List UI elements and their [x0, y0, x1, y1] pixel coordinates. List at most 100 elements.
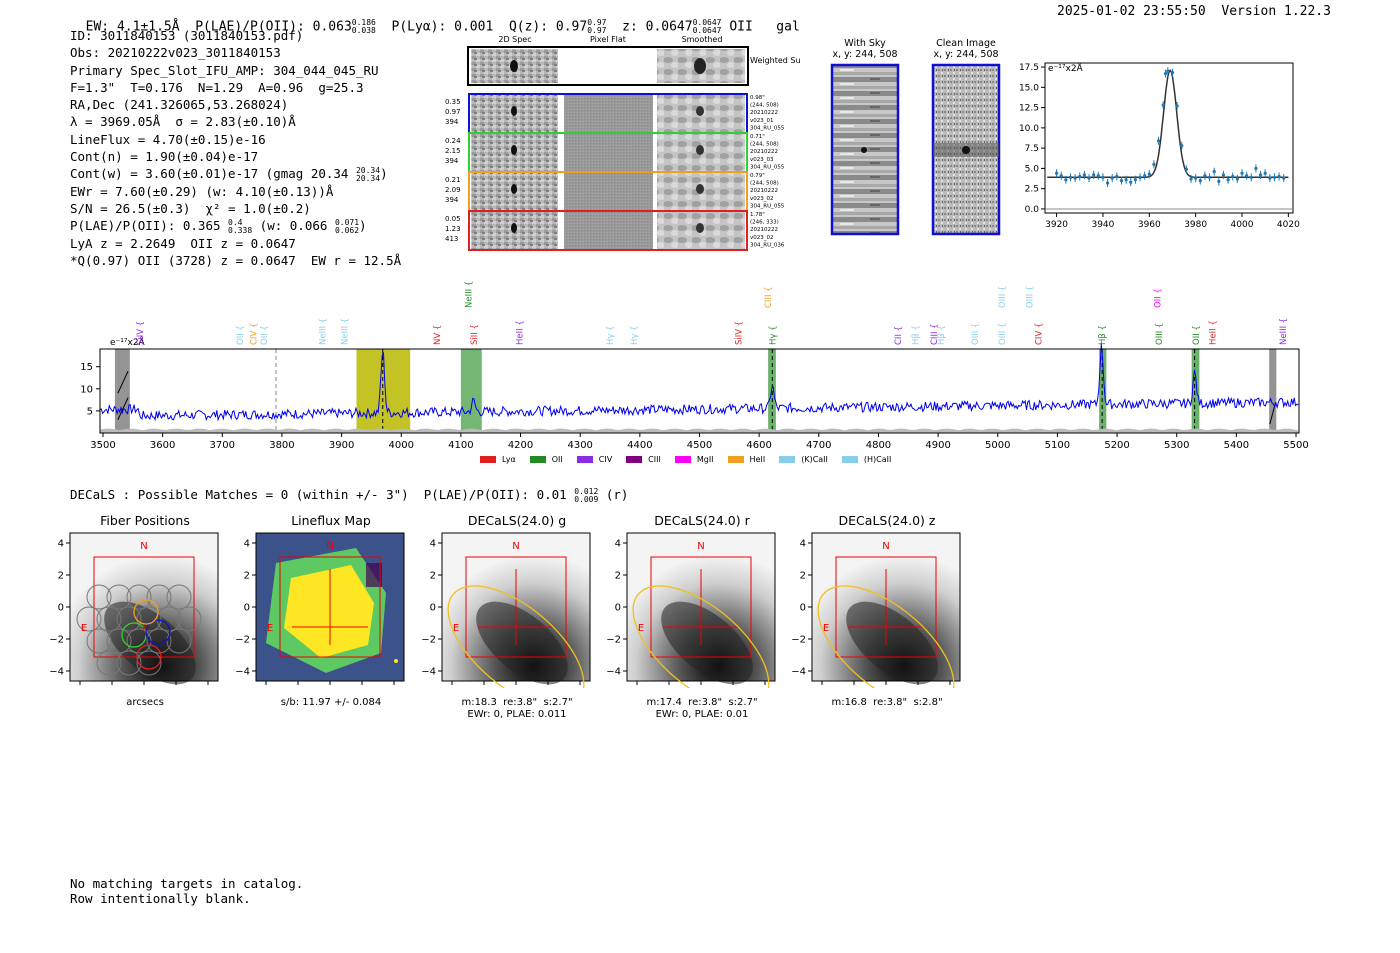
plae-w-end: )	[359, 218, 367, 234]
spectrum-line-label-14: Hγ {	[768, 325, 778, 345]
fiber-circle-7	[116, 606, 142, 632]
linefit-point	[1198, 178, 1202, 183]
info-id: ID: 3011840153 (3011840153.pdf)	[70, 28, 304, 43]
decals-panel-title-4: DECaLS(24.0) z	[838, 513, 936, 528]
col-pixel-flat: Pixel Flat	[590, 35, 626, 44]
linefit-point	[1152, 162, 1156, 166]
legend-item-0: Lyα	[480, 455, 516, 464]
north-label: N	[697, 541, 704, 552]
linefit-point	[1282, 176, 1286, 180]
spectrum-ytick-label: 10	[80, 384, 93, 395]
qz-lo: 0.97	[587, 26, 607, 35]
spectrum-band-5	[1191, 349, 1200, 433]
spectrum-noise-floor	[100, 428, 1299, 433]
spectrum-line-label-5: NeIII {	[341, 318, 351, 345]
legend-swatch	[727, 456, 744, 463]
spectrum-xtick-label: 4400	[627, 440, 652, 451]
cutout-left-label-2-1: 2.09	[445, 186, 461, 194]
spectrum-line-label-12: SiIV {	[734, 321, 744, 345]
cutout-flat-1	[564, 134, 653, 171]
clean-image-xy: x, y: 244, 508	[933, 49, 999, 60]
spectrum-axes: 3500 3600 3700 3800 3900 4000 4100 4200 4300 4400…	[80, 362, 1308, 451]
linefit-point	[1226, 178, 1230, 182]
linefit-point	[1092, 173, 1096, 177]
ytick-label: −2	[421, 635, 436, 646]
decals-panel-1: NE−4−4−2−2002244	[235, 532, 405, 685]
east-label: E	[267, 623, 273, 634]
linefit-point	[1068, 175, 1073, 179]
linefit-point	[1096, 174, 1100, 178]
header-summary: EW: 4.1±1.5Å P(LAE)/P(OII): 0.0630.186 0.…	[70, 4, 800, 35]
qz-value: Q(z): 0.97	[508, 19, 588, 35]
fiber-circle-15	[166, 628, 192, 654]
info-lya: LyA z = 2.2649 OII z = 0.0647	[70, 235, 296, 251]
spectrum-band-4	[1099, 349, 1107, 433]
linefit-point	[1129, 180, 1133, 184]
legend-swatch	[674, 456, 691, 463]
fiber-circle-16	[96, 650, 122, 676]
legend-item-7: (H)CaII	[841, 455, 891, 464]
linefit-point	[1059, 174, 1063, 178]
fiber-circle-11	[86, 628, 112, 654]
linefit-point	[1194, 176, 1198, 180]
linefit-ytick-label: 0.0	[1025, 205, 1040, 215]
cutout-flat-3	[564, 212, 653, 249]
spectrum-line-label-28: HeII {	[1209, 320, 1219, 345]
decals-title-text: DECaLS : Possible Matches = 0 (within +/…	[70, 487, 567, 502]
clean-image-source	[962, 146, 970, 154]
cutout-left-label-3-0: 0.05	[445, 215, 461, 223]
fiber-circle-0	[86, 584, 112, 610]
lineflux-spot	[394, 659, 398, 663]
fiber-circle-17	[116, 650, 142, 676]
linefit-point	[1170, 71, 1175, 75]
spectrum-line-label-24: Hβ {	[1098, 325, 1108, 345]
ytick-label: 0	[58, 603, 64, 614]
decals-panel-4: NE−4−4−2−2002244	[791, 532, 961, 688]
footer-notes: No matching targets in catalog. Row inte…	[70, 876, 303, 906]
ytick-label: 2	[430, 571, 436, 582]
linefit-point	[1163, 71, 1168, 76]
cutout-right-label-2-2: 20210222	[750, 188, 778, 194]
linefit-point	[1082, 173, 1087, 177]
linefit-point	[1207, 175, 1212, 179]
decals-band: (r)	[605, 487, 629, 502]
linefit-point	[1189, 177, 1193, 181]
legend-label: HeII	[749, 455, 766, 464]
spectrum-line-label-4: NeIII {	[319, 318, 329, 345]
linefit-point	[1156, 139, 1161, 143]
legend-label: CIV	[598, 455, 613, 464]
linefit-ylabel: e⁻¹⁷x2Å	[1048, 62, 1084, 74]
cutout-smooth-line-0	[696, 106, 704, 116]
linefit-point	[1133, 178, 1137, 182]
legend-item-3: CIII	[626, 455, 661, 464]
linefit-ytick-label: 12.5	[1020, 104, 1039, 114]
ytick-label: 0	[615, 603, 621, 614]
spectrum-line-label-25: OII {	[1154, 288, 1164, 308]
fiber-circle-4	[166, 584, 192, 610]
linefit-point	[1161, 103, 1165, 107]
spectrum-line-label-3: OII {	[260, 325, 270, 345]
linefit-xtick-label: 3940	[1091, 220, 1114, 230]
cutout-right-label-0-4: 304_RU_055	[750, 125, 785, 131]
spectrum-line-label-21: OIII {	[998, 323, 1008, 345]
cutout-right-label-1-3: v023_03	[750, 157, 774, 163]
cutout-right-label-2-0: 0.79"	[750, 173, 765, 179]
spectrum-xtick-label: 5000	[985, 440, 1010, 451]
legend-item-1: OII	[529, 455, 563, 464]
ytick-label: −2	[235, 635, 250, 646]
spectrum-line-label-16: Hβ {	[911, 325, 921, 345]
legend-swatch	[626, 456, 643, 463]
with-sky-label: With Sky	[844, 38, 886, 49]
spectrum-xtick-label: 3800	[269, 440, 294, 451]
linefit-point	[1184, 167, 1188, 171]
clean-image-title: Clean Image x, y: 244, 508	[916, 38, 1016, 60]
linefit-point	[1143, 174, 1147, 178]
linefit-ytick-label: 2.5	[1025, 185, 1039, 195]
spectrum-xtick-label: 5300	[1164, 440, 1189, 451]
contw-end: )	[380, 166, 388, 182]
with-sky-source	[861, 147, 867, 153]
spectrum-line-label-0: SiIV {	[136, 321, 146, 345]
ytick-label: 4	[58, 539, 64, 550]
linefit-ytick-label: 10.0	[1020, 124, 1039, 134]
weighted-2d-line	[510, 60, 518, 72]
